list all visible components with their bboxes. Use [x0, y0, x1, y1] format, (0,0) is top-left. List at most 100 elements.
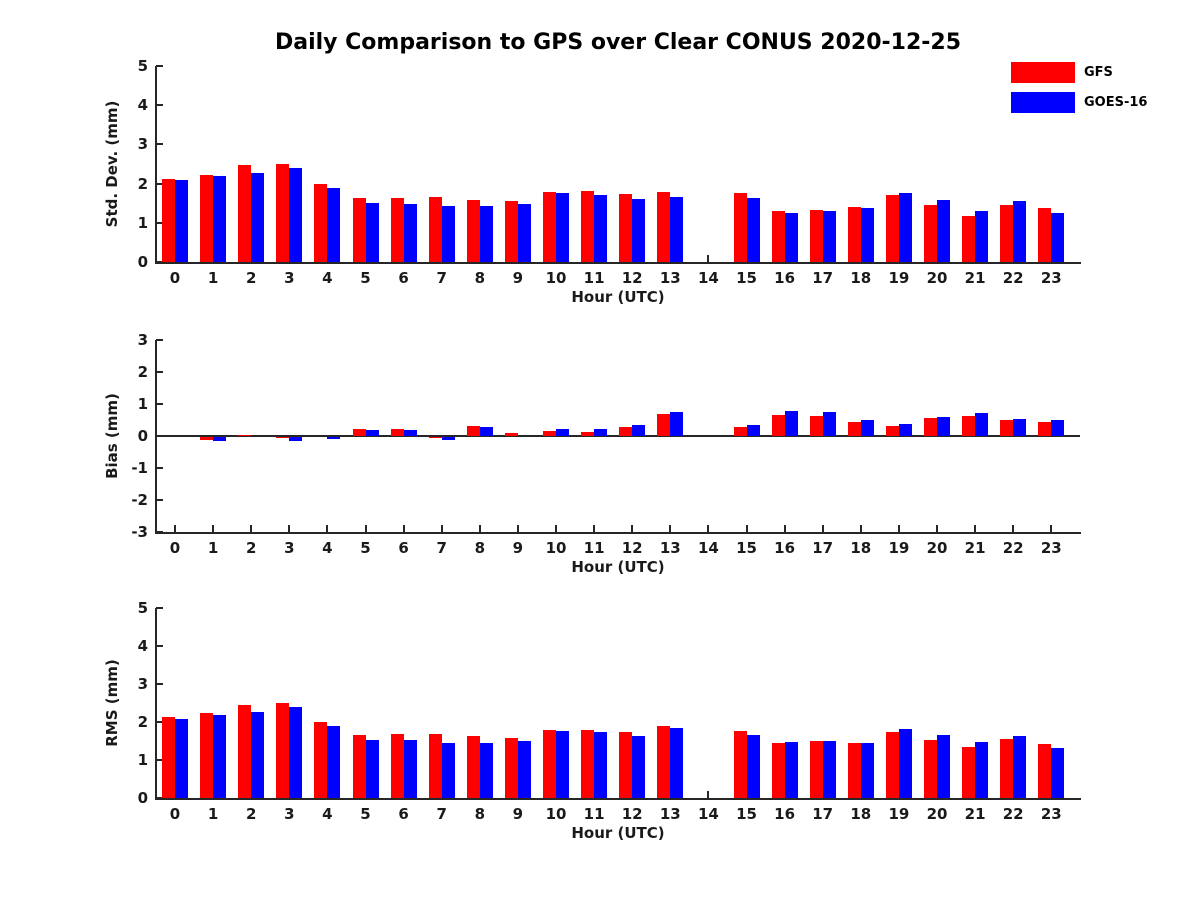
- bar-gfs: [200, 713, 214, 798]
- y-tick-label: 2: [137, 363, 148, 381]
- bar-goes16: [1051, 748, 1065, 798]
- x-tick: [936, 525, 938, 532]
- bar-gfs: [466, 426, 480, 436]
- y-tick: [156, 261, 163, 263]
- x-tick: [783, 525, 786, 532]
- y-tick-label: 0: [137, 253, 148, 271]
- bar-gfs: [733, 193, 747, 262]
- x-tick-label: 10: [545, 539, 567, 557]
- bar-goes16: [937, 200, 950, 262]
- bar-gfs: [504, 201, 518, 262]
- x-tick-label: 2: [245, 539, 257, 557]
- bar-gfs: [885, 426, 899, 436]
- y-tick-label: 2: [137, 713, 148, 731]
- x-tick: [707, 255, 710, 262]
- bar-goes16: [860, 208, 874, 262]
- x-tick-label: 14: [697, 805, 719, 823]
- x-tick-label: 22: [1002, 805, 1024, 823]
- y-tick: [156, 645, 163, 647]
- x-tick-label: 13: [659, 539, 681, 557]
- bar-gfs: [885, 195, 899, 262]
- x-tick: [326, 525, 329, 532]
- bar-goes16: [213, 176, 227, 262]
- x-tick-label: 21: [964, 805, 986, 823]
- x-tick-label: 13: [659, 805, 681, 823]
- y-tick-label: 1: [137, 751, 148, 769]
- bar-goes16: [251, 712, 265, 798]
- x-tick-label: 15: [736, 539, 757, 557]
- bar-goes16: [670, 412, 684, 436]
- bar-goes16: [289, 168, 303, 262]
- y-tick: [156, 467, 163, 469]
- bar-goes16: [517, 204, 531, 262]
- x-tick: [859, 525, 862, 532]
- x-tick: [631, 525, 634, 532]
- bar-gfs: [809, 210, 823, 262]
- y-tick: [156, 531, 163, 533]
- bar-goes16: [365, 740, 379, 798]
- bar-gfs: [238, 705, 252, 798]
- y-tick-label: 5: [137, 599, 148, 617]
- x-tick: [516, 525, 519, 532]
- bar-goes16: [898, 193, 912, 262]
- bar-goes16: [479, 206, 493, 262]
- x-tick: [1050, 525, 1053, 532]
- bar-gfs: [962, 216, 976, 262]
- y-tick: [156, 221, 163, 224]
- legend-item-gfs: GFS: [1011, 62, 1147, 83]
- x-tick-label: 0: [169, 269, 181, 287]
- bar-goes16: [784, 213, 798, 262]
- x-tick-label: 6: [398, 539, 409, 557]
- bar-gfs: [581, 432, 595, 436]
- bar-goes16: [632, 425, 646, 436]
- legend-swatch-goes16-icon: [1011, 92, 1075, 113]
- bar-goes16: [975, 413, 989, 436]
- x-tick-label: 12: [621, 269, 643, 287]
- legend-item-goes16: GOES-16: [1011, 92, 1147, 113]
- x-tick: [364, 525, 367, 532]
- bar-gfs: [924, 740, 937, 798]
- y-axis-spine: [154, 66, 157, 264]
- bar-gfs: [924, 205, 937, 262]
- bar-gfs: [847, 743, 861, 798]
- y-axis-label: RMS (mm): [103, 659, 121, 747]
- bar-goes16: [441, 206, 455, 262]
- x-tick-label: 0: [169, 539, 181, 557]
- bar-gfs: [543, 192, 556, 262]
- x-tick-label: 23: [1040, 539, 1062, 557]
- bar-gfs: [809, 741, 823, 798]
- x-tick: [555, 525, 557, 532]
- bar-goes16: [975, 742, 989, 798]
- bar-gfs: [847, 207, 861, 262]
- bar-goes16: [403, 204, 417, 262]
- bar-gfs: [390, 198, 404, 262]
- bar-goes16: [327, 437, 341, 439]
- x-tick: [593, 525, 596, 532]
- y-tick: [156, 403, 163, 405]
- bar-gfs: [847, 422, 861, 436]
- bar-goes16: [784, 742, 798, 798]
- bar-goes16: [594, 429, 608, 436]
- bar-gfs: [581, 191, 595, 262]
- x-tick: [897, 525, 900, 532]
- y-tick: [156, 759, 163, 761]
- legend-swatch-gfs-icon: [1011, 62, 1075, 83]
- bar-goes16: [937, 735, 950, 798]
- bar-gfs: [428, 197, 442, 262]
- bar-gfs: [1000, 205, 1014, 262]
- bar-gfs: [276, 703, 290, 798]
- x-axis-line: [154, 798, 1081, 800]
- bar-gfs: [276, 164, 290, 262]
- x-tick-label: 19: [888, 539, 910, 557]
- x-tick-label: 5: [360, 539, 371, 557]
- chart-title: Daily Comparison to GPS over Clear CONUS…: [274, 30, 962, 55]
- x-tick-label: 21: [964, 539, 986, 557]
- bar-gfs: [657, 726, 671, 798]
- bar-gfs: [771, 211, 785, 262]
- bar-goes16: [556, 731, 569, 798]
- y-tick-label: 4: [137, 96, 148, 115]
- x-tick-label: 1: [207, 805, 219, 823]
- x-tick-label: 3: [284, 539, 295, 557]
- bar-gfs: [238, 165, 252, 262]
